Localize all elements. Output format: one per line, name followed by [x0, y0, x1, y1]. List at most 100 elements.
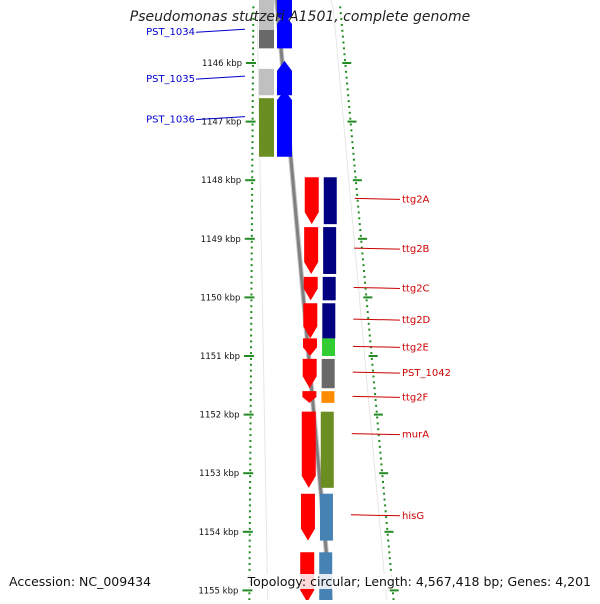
tick-minor-right [354, 176, 357, 179]
tick-minor-left [249, 434, 252, 437]
tick-minor-left [251, 64, 254, 67]
tick-minor-left [252, 35, 255, 38]
tick-minor-left [249, 381, 252, 384]
cog-box [319, 493, 333, 541]
gene-label-right: ttg2B [402, 244, 430, 255]
tick-label: 1155 kbp [198, 586, 238, 596]
tick-minor-right [339, 12, 342, 15]
cog-box [259, 0, 274, 30]
tick-minor-left [250, 322, 253, 325]
tick-minor-right [376, 422, 379, 425]
tick-minor-left [251, 135, 254, 138]
tick-minor-left [251, 82, 254, 85]
tick-minor-left [249, 422, 252, 425]
tick-label: 1148 kbp [201, 176, 241, 186]
tick-minor-right [346, 88, 349, 91]
label-connector [353, 286, 401, 289]
tick-minor-right [341, 35, 344, 38]
gene-label-right: hisG [402, 511, 424, 522]
cog-box [321, 358, 335, 389]
tick-minor-left [251, 100, 254, 103]
tick-minor-right [369, 340, 372, 343]
tick-minor-right [347, 94, 350, 97]
tick-minor-right [388, 551, 391, 554]
tick-minor-right [362, 270, 365, 273]
cds-arrow [303, 303, 318, 339]
tick-minor-right [340, 23, 343, 26]
tick-minor-right [361, 252, 364, 255]
tick-minor-left [252, 23, 255, 26]
tick-minor-left [252, 12, 255, 15]
tick-minor-left [249, 492, 252, 495]
tick-minor-right [367, 322, 370, 325]
tick-minor-left [248, 598, 251, 601]
tick-minor-right [383, 492, 386, 495]
tick-minor-right [363, 275, 366, 278]
tick-minor-left [250, 246, 253, 249]
tick-minor-left [252, 18, 255, 21]
tick-minor-right [379, 451, 382, 454]
tick-minor-left [251, 88, 254, 91]
tick-minor-right [346, 82, 349, 85]
tick-minor-left [251, 94, 254, 97]
tick-minor-right [362, 264, 365, 267]
tick-minor-right [358, 217, 361, 220]
tick-minor-left [250, 264, 253, 267]
tick-minor-right [374, 398, 377, 401]
tick-minor-right [357, 211, 360, 214]
tick-minor-left [251, 187, 254, 190]
tick-minor-left [249, 393, 252, 396]
cds-arrow [302, 358, 317, 389]
tick-minor-right [366, 305, 369, 308]
genome-summary: Topology: circular; Length: 4,567,418 bp… [247, 574, 591, 589]
gene-label-right: ttg2F [402, 392, 429, 403]
tick-minor-left [251, 146, 254, 149]
cog-box [323, 177, 337, 225]
tick-minor-left [250, 270, 253, 273]
tick-minor-left [250, 281, 253, 284]
tick-minor-left [249, 428, 252, 431]
tick-minor-left [249, 369, 252, 372]
tick-minor-left [250, 346, 253, 349]
cog-box [321, 391, 335, 403]
tick-minor-right [380, 463, 383, 466]
tick-minor-right [355, 182, 358, 185]
tick-minor-right [347, 100, 350, 103]
tick-minor-left [250, 258, 253, 261]
tick-minor-left [251, 111, 254, 114]
tick-minor-right [370, 357, 373, 360]
tick-minor-right [392, 598, 395, 601]
tick-minor-left [250, 240, 253, 243]
tick-minor-right [375, 404, 378, 407]
gene-label-right: ttg2A [402, 194, 430, 205]
tick-minor-right [371, 363, 374, 366]
tick-minor-left [251, 182, 254, 185]
tick-minor-right [378, 439, 381, 442]
tick-minor-right [364, 287, 367, 290]
tick-minor-right [348, 105, 351, 108]
tick-minor-left [249, 439, 252, 442]
tick-label: 1153 kbp [199, 469, 239, 479]
tick-minor-right [350, 129, 353, 132]
tick-minor-right [368, 334, 371, 337]
tick-label: 1152 kbp [200, 411, 240, 421]
tick-minor-left [251, 123, 254, 126]
tick-minor-left [251, 158, 254, 161]
tick-minor-right [349, 117, 352, 120]
tick-minor-right [374, 393, 377, 396]
tick-minor-left [249, 463, 252, 466]
tick-minor-right [373, 381, 376, 384]
tick-minor-left [248, 504, 251, 507]
gene-label-right: ttg2E [402, 342, 429, 353]
tick-minor-left [249, 357, 252, 360]
label-connector [195, 116, 246, 121]
tick-minor-right [339, 6, 342, 9]
tick-minor-right [381, 475, 384, 478]
cds-arrow [300, 493, 315, 541]
tick-minor-left [249, 498, 252, 501]
tick-minor-right [342, 47, 345, 50]
tick-minor-left [249, 387, 252, 390]
tick-minor-right [389, 563, 392, 566]
label-connector [352, 371, 401, 374]
